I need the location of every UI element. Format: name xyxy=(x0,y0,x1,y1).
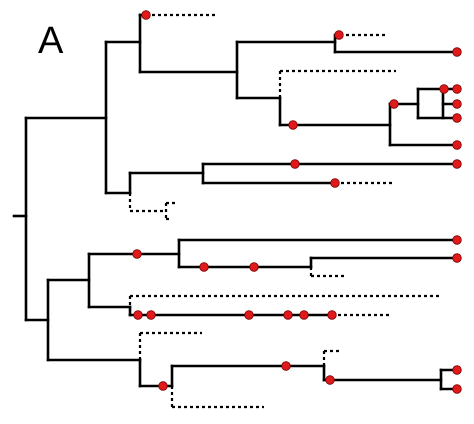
fossil-node-8 xyxy=(452,113,462,123)
fossil-node-18 xyxy=(249,262,259,272)
fossil-node-3 xyxy=(452,47,462,57)
fossil-node-28 xyxy=(452,365,462,375)
panel-label: A xyxy=(38,20,64,62)
fossil-node-17 xyxy=(199,262,209,272)
tree-branches xyxy=(12,13,459,391)
fossil-node-23 xyxy=(299,310,309,320)
fossil-nodes xyxy=(132,10,462,394)
fossil-node-11 xyxy=(290,159,300,169)
fossil-node-13 xyxy=(330,178,340,188)
fossil-node-2 xyxy=(334,30,344,40)
fossil-node-24 xyxy=(327,310,337,320)
fossil-node-4 xyxy=(439,84,449,94)
fossil-node-21 xyxy=(244,310,254,320)
fossil-node-25 xyxy=(281,361,291,371)
fossil-node-10 xyxy=(452,140,462,150)
fossil-node-15 xyxy=(452,235,462,245)
fossil-node-7 xyxy=(452,99,462,109)
fossil-node-16 xyxy=(452,253,462,263)
fossil-node-1 xyxy=(141,10,151,20)
fossil-node-5 xyxy=(452,84,462,94)
fossil-node-19 xyxy=(133,310,143,320)
fossil-node-29 xyxy=(452,384,462,394)
fossil-node-9 xyxy=(288,120,298,130)
fossil-node-20 xyxy=(146,310,156,320)
fossil-node-14 xyxy=(132,249,142,259)
extinct-lineages-dotted xyxy=(128,13,440,409)
fossil-node-22 xyxy=(283,310,293,320)
fossil-node-12 xyxy=(452,159,462,169)
fossil-node-26 xyxy=(325,375,335,385)
fossil-node-6 xyxy=(389,99,399,109)
fossil-node-27 xyxy=(158,381,168,391)
